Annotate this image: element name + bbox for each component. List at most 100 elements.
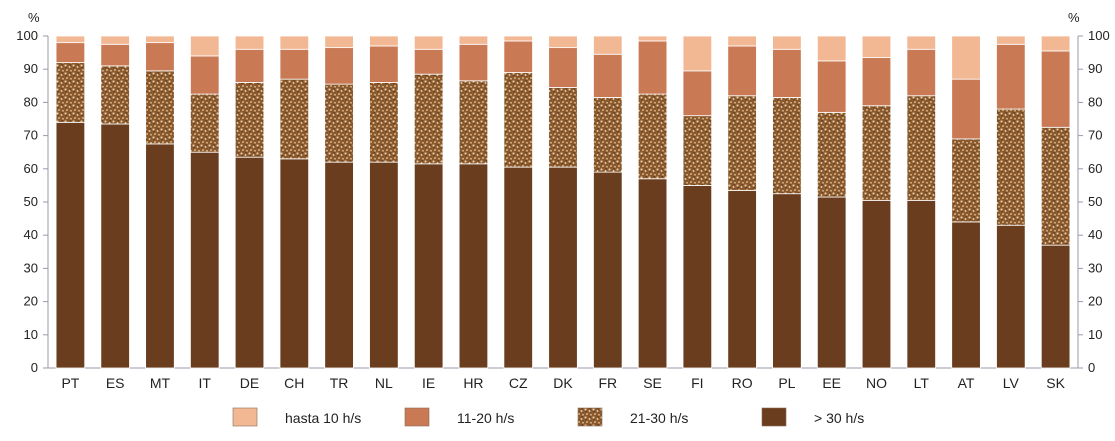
bar-segment-dk-s2 xyxy=(548,47,578,88)
x-tick-label-sk: SK xyxy=(1046,375,1065,391)
bar-segment-it-s1 xyxy=(190,93,220,153)
bar-segment-tr-s2 xyxy=(324,47,354,85)
bar-segment-ee-s0 xyxy=(816,196,847,369)
x-tick-label-ro: RO xyxy=(732,375,753,391)
bar-segment-ee-s2 xyxy=(816,60,847,113)
x-tick-label-pl: PL xyxy=(778,375,795,391)
x-tick-label-cz: CZ xyxy=(509,375,528,391)
bar-segment-lt-s1 xyxy=(906,95,936,201)
bar-segment-pt-s1 xyxy=(55,62,86,123)
bar-segment-ch-s3 xyxy=(279,35,310,50)
bar-segment-dk-s1 xyxy=(548,87,578,168)
left-unit-label: % xyxy=(28,10,40,25)
x-tick-label-mt: MT xyxy=(150,375,171,391)
legend-swatch-0 xyxy=(232,407,258,427)
bar-segment-ie-s1 xyxy=(413,73,444,165)
bar-segment-pt-s3 xyxy=(55,35,86,44)
bar-segment-lv-s1 xyxy=(996,108,1026,226)
bar-segment-fi-s2 xyxy=(682,70,713,117)
bar-segment-pl-s0 xyxy=(772,193,802,369)
x-tick-label-de: DE xyxy=(240,375,259,391)
bar-segment-lv-s0 xyxy=(996,224,1026,369)
bar-segment-sk-s2 xyxy=(1040,50,1071,128)
y-ticks: 0 0 10 10 20 20 30 30 40 40 50 50 60 60 70 70 80 80 90 90 10… xyxy=(16,28,1109,375)
bar-segment-pt-s0 xyxy=(55,121,86,369)
bar-segment-it-s0 xyxy=(190,151,220,369)
legend: hasta 10 h/s 11-20 h/s 21-30 h/s > 30 h/s xyxy=(232,407,864,427)
bar-segment-ch-s2 xyxy=(279,48,310,80)
bar-segment-mt-s0 xyxy=(145,143,175,369)
x-tick-label-at: AT xyxy=(958,375,975,391)
bar-segment-nl-s0 xyxy=(369,161,399,369)
legend-label-0: hasta 10 h/s xyxy=(285,410,361,426)
bar-segment-ie-s2 xyxy=(413,48,444,75)
left-tick-label: 70 xyxy=(24,128,38,143)
bar-segment-ee-s1 xyxy=(816,111,847,198)
left-tick-label: 20 xyxy=(24,294,38,309)
legend-label-1: 11-20 h/s xyxy=(457,410,514,426)
bar-segment-se-s1 xyxy=(637,93,668,180)
bar-segment-ro-s3 xyxy=(727,35,757,47)
x-tick-label-es: ES xyxy=(106,375,125,391)
right-tick-label: 100 xyxy=(1088,28,1110,43)
right-tick-label: 70 xyxy=(1088,128,1102,143)
bar-segment-tr-s1 xyxy=(324,83,354,163)
bar-segment-dk-s3 xyxy=(548,35,578,49)
right-tick-label: 30 xyxy=(1088,260,1102,275)
legend-swatch-3 xyxy=(761,407,787,427)
bar-segment-cz-s0 xyxy=(503,166,533,369)
right-tick-label: 50 xyxy=(1088,194,1102,209)
bar-segment-sk-s1 xyxy=(1040,126,1071,246)
bars xyxy=(55,35,1071,369)
x-tick-labels: PT ES MT IT DE CH TR NL IE HR CZ DK FR SE FI RO PL EE NO LT… xyxy=(61,375,1065,391)
bar-segment-es-s1 xyxy=(100,65,130,125)
right-tick-label: 40 xyxy=(1088,227,1102,242)
bar-segment-mt-s3 xyxy=(145,35,175,44)
bar-segment-pt-s2 xyxy=(55,42,86,63)
x-tick-label-dk: DK xyxy=(553,375,573,391)
right-tick-label: 0 xyxy=(1088,360,1095,375)
left-tick-label: 100 xyxy=(16,28,38,43)
bar-segment-nl-s2 xyxy=(369,45,399,83)
bar-segment-cz-s3 xyxy=(503,35,533,42)
left-tick-label: 10 xyxy=(24,327,38,342)
bar-segment-tr-s0 xyxy=(324,161,354,369)
bar-segment-dk-s0 xyxy=(548,166,578,369)
bar-segment-pl-s3 xyxy=(772,35,802,50)
bar-segment-hr-s3 xyxy=(458,35,489,45)
bar-segment-es-s0 xyxy=(100,123,130,369)
bar-segment-lv-s3 xyxy=(996,35,1026,45)
x-tick-label-pt: PT xyxy=(61,375,79,391)
bar-segment-de-s0 xyxy=(234,156,265,369)
bar-segment-ro-s2 xyxy=(727,45,757,97)
x-tick-label-lt: LT xyxy=(914,375,930,391)
bar-segment-hr-s2 xyxy=(458,43,489,82)
bar-segment-hr-s0 xyxy=(458,163,489,369)
x-tick-label-ie: IE xyxy=(422,375,435,391)
x-tick-label-tr: TR xyxy=(330,375,349,391)
bar-segment-de-s1 xyxy=(234,82,265,158)
bar-segment-cz-s1 xyxy=(503,72,533,168)
x-tick-label-fi: FI xyxy=(691,375,703,391)
right-tick-label: 60 xyxy=(1088,161,1102,176)
x-tick-label-lv: LV xyxy=(1003,375,1020,391)
bar-segment-se-s0 xyxy=(637,178,668,369)
bar-segment-hr-s1 xyxy=(458,80,489,165)
bar-segment-cz-s2 xyxy=(503,40,533,73)
legend-label-2: 21-30 h/s xyxy=(630,410,688,426)
bar-segment-fr-s0 xyxy=(593,171,623,369)
bar-segment-no-s3 xyxy=(861,35,892,58)
bar-segment-at-s0 xyxy=(951,221,981,369)
bar-segment-lt-s2 xyxy=(906,48,936,97)
bar-segment-fr-s1 xyxy=(593,97,623,173)
x-tick-label-ch: CH xyxy=(284,375,304,391)
bar-segment-it-s2 xyxy=(190,55,220,95)
bar-segment-mt-s1 xyxy=(145,70,175,145)
bar-segment-nl-s3 xyxy=(369,35,399,47)
left-tick-label: 90 xyxy=(24,61,38,76)
bar-segment-lt-s3 xyxy=(906,35,936,50)
bar-segment-tr-s3 xyxy=(324,35,354,49)
left-tick-label: 60 xyxy=(24,161,38,176)
legend-label-3: > 30 h/s xyxy=(814,410,864,426)
